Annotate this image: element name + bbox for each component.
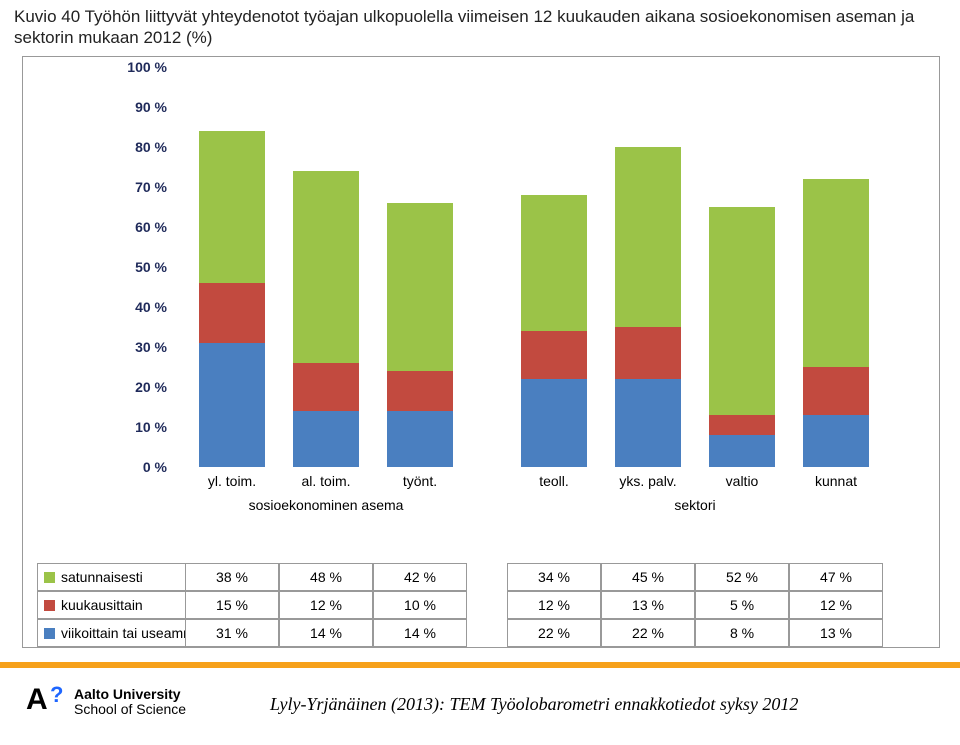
y-tick: 70 %	[111, 179, 167, 195]
data-cell: 12 %	[279, 591, 373, 619]
bar-segment-satunnaisesti	[803, 179, 869, 367]
footer-rule	[0, 662, 960, 668]
bar-segment-viikoittain	[387, 411, 453, 467]
y-tick: 20 %	[111, 379, 167, 395]
x-label: al. toim.	[276, 467, 376, 489]
bar-segment-kuukausittain	[709, 415, 775, 435]
legend-label: kuukausittain	[61, 597, 143, 613]
aalto-logo-mark: A?	[26, 682, 66, 722]
bar-segment-satunnaisesti	[615, 147, 681, 327]
data-cell: 31 %	[185, 619, 279, 647]
data-cell: 42 %	[373, 563, 467, 591]
y-tick: 60 %	[111, 219, 167, 235]
y-tick: 80 %	[111, 139, 167, 155]
data-cell: 52 %	[695, 563, 789, 591]
bar	[387, 67, 453, 467]
bar-segment-kuukausittain	[387, 371, 453, 411]
bar-segment-viikoittain	[709, 435, 775, 467]
data-cell: 13 %	[789, 619, 883, 647]
bar-segment-kuukausittain	[199, 283, 265, 343]
bar-segment-viikoittain	[293, 411, 359, 467]
figure-title: Kuvio 40 Työhön liittyvät yhteydenotot t…	[14, 6, 946, 49]
data-cell: 12 %	[507, 591, 601, 619]
bar-segment-satunnaisesti	[387, 203, 453, 371]
data-cell: 45 %	[601, 563, 695, 591]
bar-segment-viikoittain	[615, 379, 681, 467]
x-label: valtio	[692, 467, 792, 489]
bar	[199, 67, 265, 467]
x-label: yl. toim.	[182, 467, 282, 489]
bar-segment-viikoittain	[521, 379, 587, 467]
aalto-logo-text: Aalto University School of Science	[74, 687, 186, 718]
bar-segment-kuukausittain	[293, 363, 359, 411]
bar-segment-viikoittain	[803, 415, 869, 467]
legend-swatch	[44, 572, 55, 583]
bar-segment-satunnaisesti	[293, 171, 359, 363]
data-cell: 34 %	[507, 563, 601, 591]
legend-swatch	[44, 628, 55, 639]
x-label: yks. palv.	[598, 467, 698, 489]
data-cell: 10 %	[373, 591, 467, 619]
bar-segment-satunnaisesti	[709, 207, 775, 415]
data-cell: 13 %	[601, 591, 695, 619]
y-tick: 30 %	[111, 339, 167, 355]
data-cell: 22 %	[601, 619, 695, 647]
y-tick: 10 %	[111, 419, 167, 435]
data-cell: 14 %	[279, 619, 373, 647]
bar-segment-satunnaisesti	[521, 195, 587, 331]
x-label: kunnat	[786, 467, 886, 489]
data-table: satunnaisesti 38 %48 %42 % 34 %45 %52 %47 …	[23, 529, 939, 647]
group-label: sosioekonominen asema	[199, 497, 453, 513]
bar	[615, 67, 681, 467]
data-cell: 47 %	[789, 563, 883, 591]
data-cell: 12 %	[789, 591, 883, 619]
figure-box: 0 % 10 % 20 % 30 % 40 % 50 % 60 % 70 % 80 % 90 % 1…	[22, 56, 940, 648]
plot-area: 0 %10 %20 %30 %40 %50 %60 %70 %80 %90 %1…	[173, 67, 913, 467]
bar-segment-satunnaisesti	[199, 131, 265, 283]
bar-segment-kuukausittain	[615, 327, 681, 379]
data-cell: 5 %	[695, 591, 789, 619]
y-tick: 100 %	[111, 59, 167, 75]
data-cell: 8 %	[695, 619, 789, 647]
legend-swatch	[44, 600, 55, 611]
data-cell: 14 %	[373, 619, 467, 647]
bar	[293, 67, 359, 467]
bar-segment-kuukausittain	[803, 367, 869, 415]
bar	[521, 67, 587, 467]
data-cell: 38 %	[185, 563, 279, 591]
y-tick: 0 %	[111, 459, 167, 475]
group-label: sektori	[521, 497, 869, 513]
chart-area: 0 %10 %20 %30 %40 %50 %60 %70 %80 %90 %1…	[173, 67, 913, 467]
data-cell: 22 %	[507, 619, 601, 647]
bar-segment-kuukausittain	[521, 331, 587, 379]
data-cell: 15 %	[185, 591, 279, 619]
bar	[803, 67, 869, 467]
y-tick: 40 %	[111, 299, 167, 315]
y-tick: 50 %	[111, 259, 167, 275]
bar	[709, 67, 775, 467]
legend-label: satunnaisesti	[61, 569, 143, 585]
x-label: teoll.	[504, 467, 604, 489]
data-cell: 48 %	[279, 563, 373, 591]
x-label: työnt.	[370, 467, 470, 489]
aalto-logo: A? Aalto University School of Science	[26, 682, 186, 722]
bar-segment-viikoittain	[199, 343, 265, 467]
y-tick: 90 %	[111, 99, 167, 115]
citation: Lyly-Yrjänäinen (2013): TEM Työolobarome…	[270, 694, 798, 715]
